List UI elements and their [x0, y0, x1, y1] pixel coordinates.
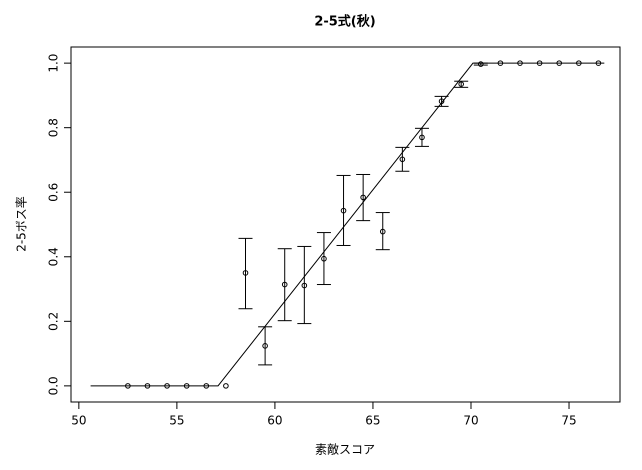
x-tick-label: 75 — [561, 414, 576, 428]
x-tick-label: 50 — [71, 414, 86, 428]
data-point — [438, 98, 445, 105]
y-axis-label: 2-5ボス率 — [14, 196, 29, 252]
error-bar — [356, 173, 371, 222]
x-tick-label: 55 — [169, 414, 184, 428]
data-point — [242, 270, 249, 276]
x-axis-label: 素敵スコア — [315, 442, 375, 457]
data-point — [144, 383, 151, 389]
data-point — [595, 60, 602, 66]
data-point — [262, 343, 268, 349]
data-point — [340, 207, 347, 214]
error-bar — [277, 248, 292, 322]
error-bar — [238, 237, 253, 310]
error-bar — [434, 95, 449, 107]
data-point — [536, 60, 543, 66]
data-point — [125, 383, 131, 389]
chart-title: 2-5式(秋) — [314, 14, 375, 30]
x-tick-label: 70 — [463, 414, 478, 428]
data-point — [517, 60, 523, 66]
data-point — [223, 383, 229, 389]
error-bar — [473, 62, 488, 66]
data-point — [360, 194, 366, 201]
y-tick-label: 0.8 — [47, 118, 61, 137]
x-tick-label: 60 — [267, 414, 282, 428]
error-bar — [258, 326, 273, 366]
data-point — [497, 60, 504, 66]
data-point — [301, 282, 308, 289]
y-tick-label: 0.2 — [47, 312, 61, 331]
error-bar — [395, 146, 410, 172]
data-point — [321, 255, 327, 262]
error-bar — [414, 127, 429, 147]
y-tick-label: 1.0 — [47, 54, 61, 73]
data-point — [399, 156, 406, 163]
data-point — [419, 134, 425, 141]
data-point — [576, 60, 582, 66]
error-bar — [316, 232, 331, 286]
data-point — [458, 81, 464, 87]
error-bar — [336, 174, 351, 246]
data-point — [477, 61, 484, 67]
error-bar — [375, 212, 390, 251]
x-tick-label: 65 — [365, 414, 380, 428]
error-bar — [297, 245, 312, 325]
data-point — [379, 228, 386, 235]
data-point — [556, 60, 563, 66]
data-point — [203, 383, 210, 389]
y-tick-label: 0.0 — [47, 376, 61, 395]
data-point — [183, 383, 190, 389]
y-tick-label: 0.6 — [47, 183, 61, 202]
data-point — [281, 281, 288, 288]
fit-line — [90, 62, 605, 387]
y-tick-label: 0.4 — [47, 247, 61, 266]
data-point — [164, 383, 170, 389]
